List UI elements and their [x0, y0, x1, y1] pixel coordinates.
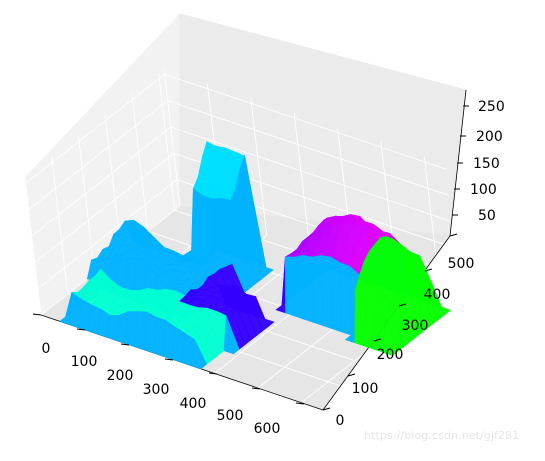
x-tick-mark	[76, 328, 86, 331]
y-tick-mark	[398, 303, 407, 307]
surface-patch	[191, 338, 207, 370]
x-axis-ticks: 0 100 200 300 400 500 600	[32, 313, 305, 437]
surface-patch	[212, 198, 223, 259]
y-tick-label: 100	[352, 381, 379, 397]
z-tick-label: 100	[470, 182, 497, 198]
y-tick-mark	[347, 373, 356, 377]
gridline	[170, 126, 453, 223]
gridline	[24, 177, 42, 316]
gridline	[131, 94, 149, 232]
gridline	[25, 73, 165, 184]
surface-patch	[202, 195, 214, 256]
x-tick-label: 0	[42, 341, 51, 357]
gridline	[34, 152, 175, 263]
y-tick-label: 200	[377, 347, 404, 363]
gridline	[104, 115, 122, 253]
gridline	[423, 156, 441, 294]
gridline	[164, 73, 447, 170]
y-tick-label: 300	[402, 318, 429, 334]
y-tick-mark	[424, 268, 433, 272]
x-tick-mark	[295, 402, 305, 405]
x-tick-label: 400	[180, 396, 207, 412]
y-tick-label: 0	[336, 413, 345, 429]
x-tick-mark	[208, 372, 218, 375]
z-tick-label: 250	[478, 99, 505, 115]
gridline	[31, 126, 172, 237]
y-tick-mark	[373, 338, 382, 342]
x-tick-label: 300	[143, 382, 170, 398]
z-tick-label: 150	[473, 156, 500, 172]
gridline	[37, 179, 178, 290]
x-tick-label: 100	[71, 354, 98, 370]
surface-patch	[382, 319, 399, 356]
gridline	[293, 112, 311, 250]
surface-patch	[223, 315, 240, 355]
gridline	[78, 136, 95, 274]
x-tick-mark	[164, 358, 174, 361]
surface-mesh	[59, 141, 452, 370]
surface-patch	[284, 256, 296, 317]
surface-patch	[221, 198, 233, 265]
watermark: https://blog.csdn.net/gjf281	[364, 429, 520, 442]
x-tick-label: 600	[254, 421, 281, 437]
y-axis-ticks: 0 100 200 300 400 500	[322, 233, 475, 429]
y-tick-mark	[449, 233, 458, 237]
x-tick-label: 500	[217, 408, 244, 424]
gridline	[167, 100, 450, 197]
y-tick-label: 400	[424, 287, 451, 303]
z-tick-label: 50	[478, 208, 496, 224]
gridline	[51, 156, 69, 295]
gridline	[250, 98, 268, 236]
surface-patch	[192, 188, 204, 255]
x-tick-mark	[120, 343, 130, 346]
gridline	[163, 68, 181, 207]
y-tick-mark	[322, 407, 331, 411]
gridline	[158, 73, 176, 211]
z-axis-ticks: 250 200 150 100 50	[452, 99, 505, 224]
surface-patch	[302, 254, 315, 323]
x-tick-mark	[251, 387, 261, 390]
y-tick-label: 500	[448, 256, 475, 272]
z-tick-label: 200	[476, 129, 503, 145]
x-tick-label: 200	[107, 368, 134, 384]
x-tick-mark	[32, 313, 42, 316]
surface-patch	[293, 254, 305, 320]
gridline	[28, 100, 168, 210]
